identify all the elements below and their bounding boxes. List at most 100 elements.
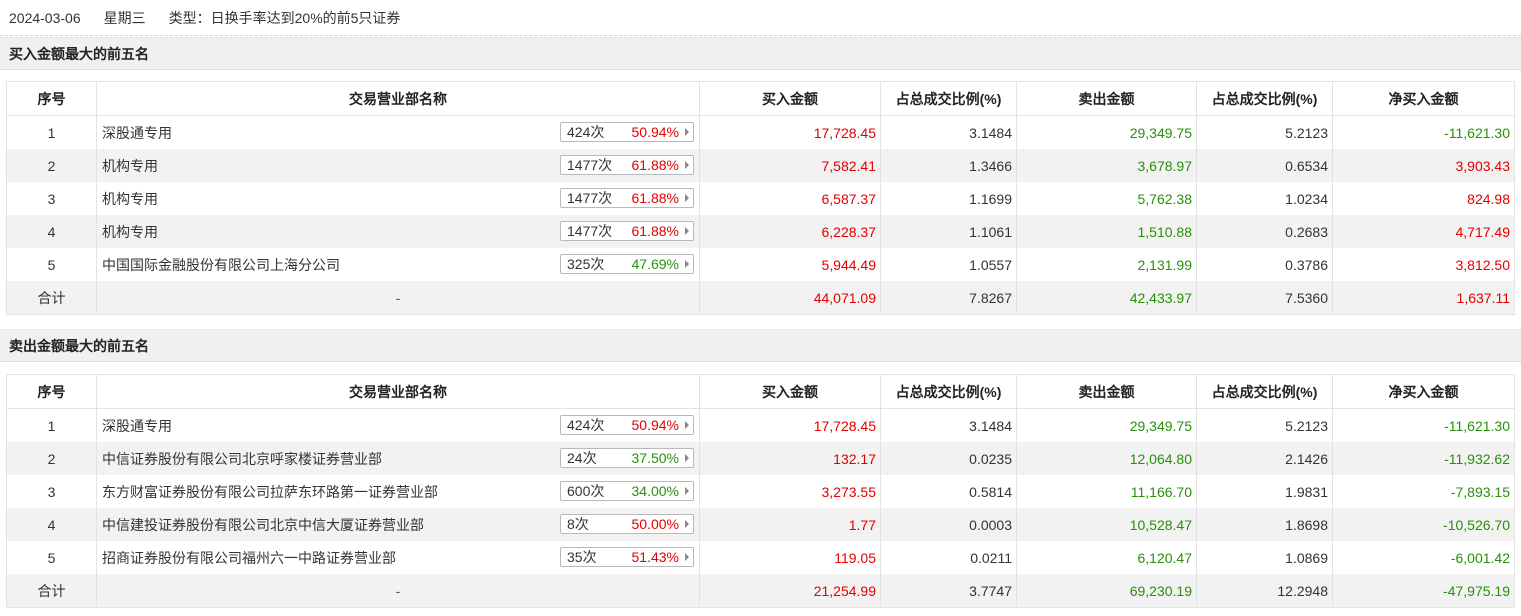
net-buy-amount: -11,932.62 [1332,442,1515,475]
broker-name[interactable]: 中信建投证券股份有限公司北京中信大厦证券营业部 [102,516,424,533]
weekday: 星期三 [103,9,146,26]
column-header: 交易营业部名称 [96,374,700,409]
broker-stats-button[interactable]: 1477次 61.88% [560,221,694,241]
row-index: 1 [6,115,97,149]
broker-name-cell: 深股通专用 424次 50.94% [96,408,700,442]
buy-amount: 119.05 [699,541,881,574]
net-buy-amount: 3,903.43 [1332,149,1515,182]
win-rate: 50.94% [631,124,679,140]
sell-ratio: 2.1426 [1196,442,1333,475]
buy-ratio: 1.1699 [880,182,1017,215]
row-index: 2 [6,442,97,475]
total-net-buy: 1,637.11 [1332,281,1515,315]
buy-ratio: 0.0003 [880,508,1017,541]
sell-top5-table: 序号 交易营业部名称 买入金额 占总成交比例(%) 卖出金额 占总成交比例(%) 净买入金额… [6,374,1515,608]
table-row: 2 机构专用 1477次 61.88% 7,582.41 1.3466 3,678.97 0.… [6,149,1515,182]
total-name-placeholder: - [96,281,700,315]
broker-name[interactable]: 中国国际金融股份有限公司上海分公司 [102,256,340,273]
net-buy-amount: -7,893.15 [1332,475,1515,508]
caret-right-icon [685,260,689,268]
row-index: 3 [6,475,97,508]
net-buy-amount: -10,526.70 [1332,508,1515,541]
buy-ratio: 1.3466 [880,149,1017,182]
broker-name-cell: 中信证券股份有限公司北京呼家楼证券营业部 24次 37.50% [96,442,700,475]
sell-ratio: 1.9831 [1196,475,1333,508]
total-buy-ratio: 7.8267 [880,281,1017,315]
buy-amount: 7,582.41 [699,149,881,182]
net-buy-amount: -11,621.30 [1332,115,1515,149]
total-sell-ratio: 7.5360 [1196,281,1333,315]
broker-name[interactable]: 中信证券股份有限公司北京呼家楼证券营业部 [102,450,382,467]
net-buy-amount: 4,717.49 [1332,215,1515,248]
buy-amount: 17,728.45 [699,408,881,442]
broker-name[interactable]: 机构专用 [102,223,158,240]
win-rate: 34.00% [631,483,679,499]
table-row: 4 中信建投证券股份有限公司北京中信大厦证券营业部 8次 50.00% 1.77 0.00… [6,508,1515,541]
broker-name[interactable]: 机构专用 [102,190,158,207]
sell-amount: 5,762.38 [1016,182,1197,215]
buy-ratio: 0.5814 [880,475,1017,508]
broker-name[interactable]: 机构专用 [102,157,158,174]
total-label: 合计 [6,574,97,608]
broker-name[interactable]: 招商证券股份有限公司福州六一中路证券营业部 [102,549,396,566]
broker-name-cell: 中国国际金融股份有限公司上海分公司 325次 47.69% [96,248,700,281]
broker-stats-button[interactable]: 24次 37.50% [560,448,694,468]
table-row: 3 东方财富证券股份有限公司拉萨东环路第一证券营业部 600次 34.00% 3,273… [6,475,1515,508]
win-rate: 50.94% [631,417,679,433]
sell-ratio: 5.2123 [1196,408,1333,442]
row-index: 5 [6,248,97,281]
sell-ratio: 0.2683 [1196,215,1333,248]
net-buy-amount: 3,812.50 [1332,248,1515,281]
column-header: 买入金额 [699,81,881,116]
buy-amount: 5,944.49 [699,248,881,281]
total-name-placeholder: - [96,574,700,608]
total-row: 合计 -44,071.09 7.8267 42,433.97 7.5360 1,637.1… [6,281,1515,315]
buy-top5-table: 序号 交易营业部名称 买入金额 占总成交比例(%) 卖出金额 占总成交比例(%) 净买入金额… [6,81,1515,315]
buy-amount: 6,228.37 [699,215,881,248]
total-net-buy: -47,975.19 [1332,574,1515,608]
broker-stats-button[interactable]: 35次 51.43% [560,547,694,567]
win-rate: 50.00% [631,516,679,532]
net-buy-amount: 824.98 [1332,182,1515,215]
appearance-count: 1477次 [567,157,613,173]
table-row: 4 机构专用 1477次 61.88% 6,228.37 1.1061 1,510.88 0.… [6,215,1515,248]
total-sell-amount: 42,433.97 [1016,281,1197,315]
column-header: 占总成交比例(%) [1196,374,1333,409]
column-header: 序号 [6,374,97,409]
appearance-count: 8次 [567,516,589,532]
table-header-row: 序号 交易营业部名称 买入金额 占总成交比例(%) 卖出金额 占总成交比例(%) 净买入金额 [6,374,1515,409]
broker-stats-button[interactable]: 1477次 61.88% [560,155,694,175]
total-buy-amount: 44,071.09 [699,281,881,315]
section-title-sell: 卖出金额最大的前五名 [0,329,1521,362]
broker-name-cell: 机构专用 1477次 61.88% [96,149,700,182]
broker-name-cell: 机构专用 1477次 61.88% [96,182,700,215]
appearance-count: 424次 [567,124,605,140]
win-rate: 47.69% [631,256,679,272]
sell-ratio: 5.2123 [1196,115,1333,149]
net-buy-amount: -11,621.30 [1332,408,1515,442]
broker-stats-button[interactable]: 325次 47.69% [560,254,694,274]
total-label: 合计 [6,281,97,315]
win-rate: 61.88% [631,157,679,173]
broker-stats-button[interactable]: 424次 50.94% [560,122,694,142]
total-buy-ratio: 3.7747 [880,574,1017,608]
sell-amount: 3,678.97 [1016,149,1197,182]
broker-stats-button[interactable]: 8次 50.00% [560,514,694,534]
sell-ratio: 1.0869 [1196,541,1333,574]
broker-stats-button[interactable]: 1477次 61.88% [560,188,694,208]
appearance-count: 325次 [567,256,605,272]
row-index: 1 [6,408,97,442]
broker-stats-button[interactable]: 600次 34.00% [560,481,694,501]
caret-right-icon [685,454,689,462]
broker-stats-button[interactable]: 424次 50.94% [560,415,694,435]
buy-ratio: 3.1484 [880,408,1017,442]
broker-name[interactable]: 深股通专用 [102,124,172,141]
broker-name[interactable]: 深股通专用 [102,417,172,434]
buy-amount: 6,587.37 [699,182,881,215]
column-header: 占总成交比例(%) [1196,81,1333,116]
table-row: 2 中信证券股份有限公司北京呼家楼证券营业部 24次 37.50% 132.17 0.02… [6,442,1515,475]
buy-ratio: 3.1484 [880,115,1017,149]
caret-right-icon [685,421,689,429]
broker-name[interactable]: 东方财富证券股份有限公司拉萨东环路第一证券营业部 [102,483,438,500]
net-buy-amount: -6,001.42 [1332,541,1515,574]
